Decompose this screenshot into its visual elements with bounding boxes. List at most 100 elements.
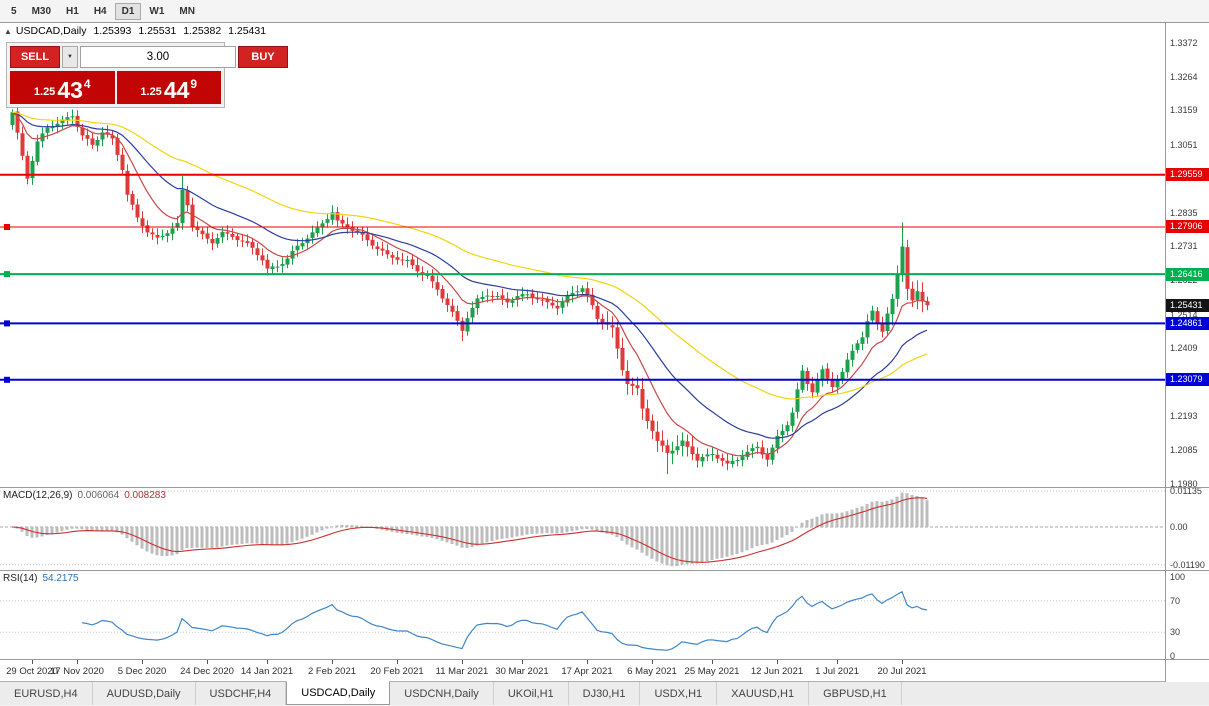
price-axis-tick: 1.3372 <box>1170 38 1198 48</box>
date-tick-mark <box>652 660 653 664</box>
price-axis-tick: 1.3159 <box>1170 105 1198 116</box>
chart-tab-xauusd-h1[interactable]: XAUUSD,H1 <box>717 682 810 705</box>
macd-title: MACD(12,26,9) 0.006064 0.008283 <box>3 490 166 501</box>
macd-main-value: 0.006064 <box>77 490 120 501</box>
toolbar: 5 M30 H1 H4 D1 W1 MN <box>0 0 1209 22</box>
chart-tab-audusd-daily[interactable]: AUDUSD,Daily <box>92 682 196 705</box>
hline-badge: 1.24861 <box>1166 316 1209 330</box>
buy-price-big: 44 <box>163 77 190 103</box>
date-label: 2 Feb 2021 <box>307 666 357 677</box>
period-button-h1[interactable]: H1 <box>59 3 86 20</box>
one-click-collapse-icon[interactable]: ▲ <box>4 27 12 36</box>
buy-price-prefix: 1.25 <box>140 86 162 98</box>
pane-separator[interactable] <box>0 487 1209 488</box>
buy-button[interactable]: BUY <box>238 46 288 68</box>
ohlc-high: 1.25531 <box>138 25 177 37</box>
date-tick-mark <box>462 660 463 664</box>
period-button-5[interactable]: 5 <box>4 3 24 20</box>
date-label: 24 Dec 2020 <box>180 666 234 677</box>
date-tick-mark <box>837 660 838 664</box>
price-axis[interactable]: 1.33721.32641.31591.30511.29461.28351.27… <box>1165 23 1209 682</box>
current-price-badge: 1.25431 <box>1166 298 1209 312</box>
date-label: 25 May 2021 <box>684 666 740 677</box>
chart-tab-eurusd-h4[interactable]: EURUSD,H4 <box>0 682 93 705</box>
ohlc-close: 1.25431 <box>228 25 267 37</box>
date-tick-mark <box>267 660 268 664</box>
buy-price-sup: 9 <box>190 77 198 91</box>
ohlc-open: 1.25393 <box>93 25 132 37</box>
rsi-chart-canvas[interactable] <box>0 571 1165 659</box>
sell-button[interactable]: SELL <box>10 46 60 68</box>
date-tick-mark <box>77 660 78 664</box>
price-axis-tick: 1.2085 <box>1170 445 1198 456</box>
chart-tab-usdx-h1[interactable]: USDX,H1 <box>640 682 718 705</box>
date-tick-mark <box>332 660 333 664</box>
date-tick-mark <box>522 660 523 664</box>
period-button-w1[interactable]: W1 <box>142 3 171 20</box>
price-axis-tick: 1.2193 <box>1170 411 1198 422</box>
date-tick-mark <box>207 660 208 664</box>
date-label: 20 Jul 2021 <box>877 666 927 677</box>
chart-tab-gbpusd-h1[interactable]: GBPUSD,H1 <box>809 682 902 705</box>
price-axis-tick: 1.2409 <box>1170 342 1198 353</box>
sell-price-sup: 4 <box>83 77 91 91</box>
hline-badge: 1.29559 <box>1166 168 1209 182</box>
rsi-axis-tick: 0 <box>1170 651 1176 661</box>
date-axis[interactable]: 29 Oct 2020 17 Nov 2020 5 Dec 2020 24 Dec 2… <box>0 660 1165 682</box>
date-label: 17 Apr 2021 <box>561 666 613 677</box>
period-button-d1[interactable]: D1 <box>114 2 142 20</box>
period-button-h4[interactable]: H4 <box>87 3 114 20</box>
macd-signal-value: 0.008283 <box>124 490 166 501</box>
candlestick-chart-canvas[interactable] <box>0 23 1165 487</box>
date-tick-mark <box>397 660 398 664</box>
sell-price-display[interactable]: 1.25 43 4 <box>10 71 115 104</box>
hline-badge: 1.23079 <box>1166 373 1209 387</box>
chart-tab-usdcnh-daily[interactable]: USDCNH,Daily <box>390 682 494 705</box>
pane-separator[interactable] <box>0 570 1209 571</box>
price-axis-tick: 1.1980 <box>1170 478 1198 489</box>
chart-tab-dj30-h1[interactable]: DJ30,H1 <box>568 682 641 705</box>
hline-badge: 1.27906 <box>1166 220 1209 234</box>
date-label: 12 Jun 2021 <box>750 666 804 677</box>
macd-name: MACD(12,26,9) <box>3 490 73 501</box>
date-label: 1 Jul 2021 <box>815 666 859 677</box>
date-tick-mark <box>587 660 588 664</box>
chart-tabbar: EURUSD,H4 AUDUSD,Daily USDCHF,H4 USDCAD,Dai… <box>0 681 1209 705</box>
date-label: 14 Jan 2021 <box>240 666 294 677</box>
rsi-axis-tick: 30 <box>1170 627 1181 638</box>
chevron-down-icon: ▼ <box>67 54 73 60</box>
date-tick-mark <box>32 660 33 664</box>
date-label: 5 Dec 2020 <box>117 666 167 677</box>
chart-area[interactable]: ▲ USDCAD,Daily 1.25393 1.25531 1.25382 1.… <box>0 22 1209 682</box>
chart-tab-usdcad-daily[interactable]: USDCAD,Daily <box>286 681 391 705</box>
period-button-mn[interactable]: MN <box>172 3 202 20</box>
date-tick-mark <box>777 660 778 664</box>
macd-axis-tick: 0.00 <box>1170 522 1188 532</box>
date-label: 11 Mar 2021 <box>435 666 489 677</box>
buy-price-display[interactable]: 1.25 44 9 <box>116 71 221 104</box>
price-pane[interactable] <box>0 23 1165 487</box>
rsi-pane[interactable] <box>0 571 1165 659</box>
volume-dropdown-button[interactable]: ▼ <box>62 46 78 68</box>
price-axis-tick: 1.3051 <box>1170 139 1198 150</box>
period-button-m30[interactable]: M30 <box>25 3 58 20</box>
date-label: 30 Mar 2021 <box>495 666 549 677</box>
hline-badge: 1.26416 <box>1166 267 1209 281</box>
volume-input[interactable] <box>80 46 236 68</box>
ohlc-low: 1.25382 <box>183 25 222 37</box>
macd-pane[interactable] <box>0 488 1165 570</box>
chart-tab-usdchf-h4[interactable]: USDCHF,H4 <box>195 682 287 705</box>
macd-chart-canvas[interactable] <box>0 488 1165 570</box>
sell-price-big: 43 <box>57 77 83 103</box>
date-label: 20 Feb 2021 <box>370 666 424 677</box>
price-axis-tick: 1.3264 <box>1170 72 1198 83</box>
macd-axis-tick: 0.01135 <box>1170 486 1202 496</box>
rsi-title: RSI(14) 54.2175 <box>3 573 79 584</box>
date-label: 6 May 2021 <box>627 666 677 677</box>
ohlc-header: ▲ USDCAD,Daily 1.25393 1.25531 1.25382 1.… <box>4 25 270 37</box>
rsi-name: RSI(14) <box>3 573 38 584</box>
date-label: 17 Nov 2020 <box>50 666 104 677</box>
pane-separator[interactable] <box>0 659 1209 660</box>
chart-tab-ukoil-h1[interactable]: UKOil,H1 <box>493 682 569 705</box>
